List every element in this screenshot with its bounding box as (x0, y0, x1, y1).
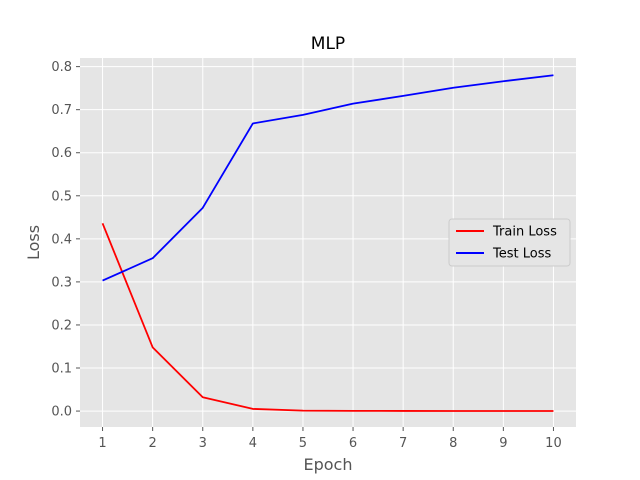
series-line-test-loss (102, 74, 554, 282)
legend-label-train-loss: Train Loss (492, 225, 557, 240)
x-tick-label: 9 (499, 436, 507, 451)
x-tick-label: 1 (98, 436, 106, 451)
y-tick-label: 0.1 (51, 362, 72, 377)
y-tick-label: 0.8 (51, 60, 72, 75)
y-tick-label: 0.0 (51, 405, 72, 420)
x-tick-label: 2 (149, 436, 157, 451)
x-tick-label: 4 (249, 436, 257, 451)
legend: Train Loss Test Loss (448, 218, 571, 267)
x-tick-label: 5 (299, 436, 307, 451)
x-tick-label: 10 (545, 436, 562, 451)
legend-label-test-loss: Test Loss (492, 247, 551, 262)
y-tick-label: 0.2 (51, 318, 72, 333)
x-tick-label: 6 (349, 436, 357, 451)
y-tick-label: 0.3 (51, 275, 72, 290)
series-line-train-loss (101, 223, 554, 412)
x-tick-label: 3 (199, 436, 207, 451)
x-tick-label: 7 (399, 436, 407, 451)
y-tick-label: 0.6 (51, 146, 72, 161)
y-tick-label: 0.7 (51, 103, 72, 118)
y-axis-label: Loss (24, 225, 43, 260)
x-axis-ticks: 1 2 3 4 5 6 7 8 9 10 (98, 427, 562, 451)
y-tick-label: 0.5 (51, 189, 72, 204)
series-lines (101, 74, 554, 412)
x-tick-label: 8 (449, 436, 457, 451)
y-axis-ticks: 0.0 0.1 0.2 0.3 0.4 0.5 0.6 0.7 0.8 (51, 60, 80, 420)
y-tick-label: 0.4 (51, 232, 72, 247)
x-axis-label: Epoch (304, 455, 353, 474)
chart-title: MLP (311, 34, 345, 54)
